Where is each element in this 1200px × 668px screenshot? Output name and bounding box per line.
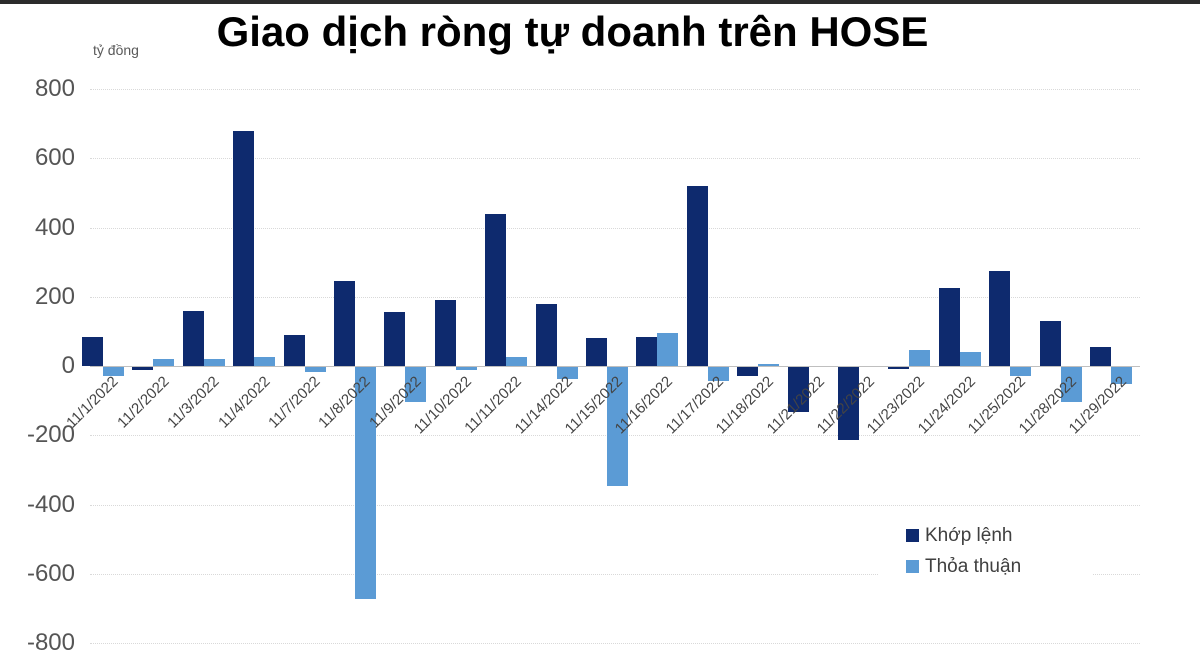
bar-khop-lenh-11/14/2022 (535, 304, 557, 366)
bar-khop-lenh-11/28/2022 (1039, 321, 1061, 366)
bar-thoa-thuan-11/16/2022 (657, 333, 679, 366)
bar-khop-lenh-11/18/2022 (737, 367, 759, 376)
legend-label-thoa-thuan: Thỏa thuận (925, 555, 1022, 577)
bar-khop-lenh-11/15/2022 (586, 338, 607, 366)
x-axis-date-label-11/2/2022: 11/2/2022 (114, 373, 173, 432)
bar-khop-lenh-11/2/2022 (132, 367, 154, 370)
gridline-y--400 (90, 504, 1140, 506)
legend-swatch-khop-lenh-icon (906, 529, 919, 542)
bar-khop-lenh-11/3/2022 (182, 311, 204, 366)
y-tick-label--800: -800 (26, 629, 75, 656)
bar-thoa-thuan-11/28/2022 (1060, 367, 1082, 402)
bar-khop-lenh-11/11/2022 (485, 214, 507, 366)
y-axis-unit-label: tỷ đồng (93, 42, 139, 58)
bar-khop-lenh-11/23/2022 (888, 367, 910, 369)
chart-title: Giao dịch ròng tự doanh trên HOSE (216, 8, 929, 55)
bar-thoa-thuan-11/1/2022 (103, 367, 124, 376)
bar-thoa-thuan-11/18/2022 (758, 364, 780, 366)
bar-khop-lenh-11/21/2022 (787, 367, 809, 412)
bar-thoa-thuan-11/14/2022 (556, 367, 578, 379)
bar-khop-lenh-11/29/2022 (1090, 347, 1111, 366)
bar-thoa-thuan-11/9/2022 (405, 367, 427, 402)
legend-item-khop-lenh: Khớp lệnh (906, 525, 1093, 547)
bar-khop-lenh-11/8/2022 (334, 281, 355, 366)
legend: Khớp lệnh Thỏa thuận (878, 514, 1093, 588)
bar-thoa-thuan-11/3/2022 (203, 359, 225, 366)
x-axis-date-label-11/7/2022: 11/7/2022 (265, 373, 324, 432)
bar-thoa-thuan-11/8/2022 (355, 367, 376, 599)
y-tick-label--200: -200 (26, 421, 75, 449)
y-tick-label-600: 600 (34, 144, 75, 172)
x-axis-date-label-11/4/2022: 11/4/2022 (214, 373, 274, 432)
y-tick-label-400: 400 (34, 213, 75, 241)
bar-khop-lenh-11/7/2022 (283, 335, 305, 366)
gridline-y--800 (90, 643, 1140, 644)
bar-thoa-thuan-11/2/2022 (153, 359, 175, 366)
bar-thoa-thuan-11/29/2022 (1111, 367, 1132, 384)
gridline-y-600 (90, 158, 1140, 160)
bar-thoa-thuan-11/24/2022 (959, 352, 981, 366)
bar-khop-lenh-11/1/2022 (82, 337, 103, 366)
legend-item-thoa-thuan: Thỏa thuận (906, 556, 1093, 578)
bar-khop-lenh-11/10/2022 (434, 300, 456, 366)
bar-thoa-thuan-11/11/2022 (506, 357, 528, 366)
gridline-y--600 (90, 573, 1140, 575)
x-axis-date-label-11/3/2022: 11/3/2022 (164, 373, 223, 432)
bar-thoa-thuan-11/10/2022 (455, 367, 477, 370)
y-tick-label-800: 800 (34, 75, 75, 102)
bar-khop-lenh-11/9/2022 (384, 312, 406, 366)
bar-khop-lenh-11/16/2022 (636, 337, 658, 366)
top-border-bar (0, 0, 1200, 4)
y-tick-label--400: -400 (26, 490, 75, 518)
x-axis-date-label-11/1/2022: 11/1/2022 (63, 373, 123, 432)
y-tick-label--600: -600 (26, 559, 75, 587)
y-tick-label-200: 200 (34, 282, 75, 310)
bar-khop-lenh-11/25/2022 (989, 271, 1011, 366)
legend-swatch-thoa-thuan-icon (906, 560, 919, 573)
bar-thoa-thuan-11/15/2022 (607, 367, 628, 486)
bar-khop-lenh-11/24/2022 (938, 288, 960, 366)
bar-thoa-thuan-11/7/2022 (304, 367, 326, 372)
y-tick-label-0: 0 (61, 352, 75, 379)
bar-khop-lenh-11/4/2022 (233, 131, 255, 366)
bar-thoa-thuan-11/4/2022 (254, 357, 276, 366)
gridline-y-200 (90, 296, 1140, 298)
bar-khop-lenh-11/22/2022 (838, 367, 859, 440)
bar-thoa-thuan-11/23/2022 (909, 350, 931, 366)
bar-khop-lenh-11/17/2022 (686, 186, 708, 366)
bar-thoa-thuan-11/25/2022 (1010, 367, 1032, 376)
gridline-y-800 (90, 89, 1140, 90)
bar-thoa-thuan-11/17/2022 (707, 367, 729, 381)
gridline-y-400 (90, 227, 1140, 229)
legend-label-khop-lenh: Khớp lệnh (925, 524, 1013, 546)
x-axis-zero-line (90, 366, 1140, 367)
